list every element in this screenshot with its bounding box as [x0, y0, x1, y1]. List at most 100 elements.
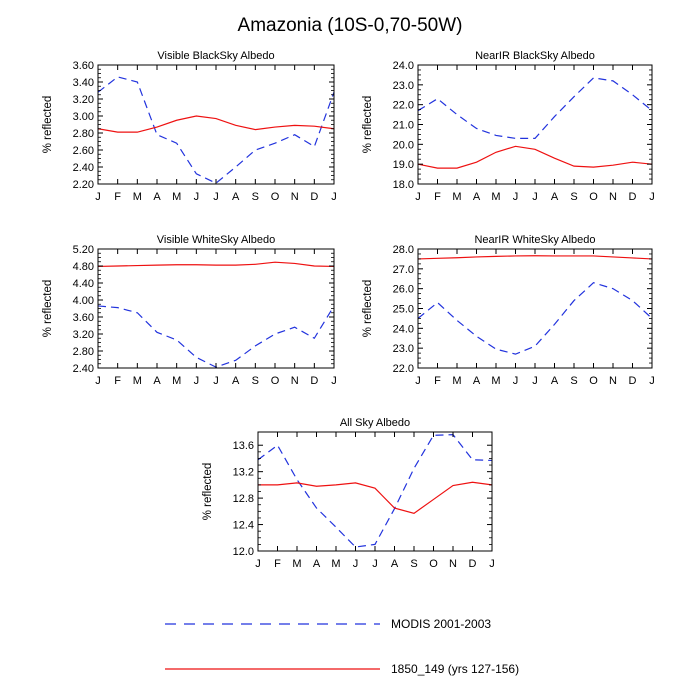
x-tick-label: J [255, 558, 261, 570]
y-tick-label: 21.0 [393, 120, 414, 132]
x-tick-label: M [452, 191, 461, 203]
x-tick-label: M [491, 191, 500, 203]
x-tick-label: A [391, 558, 399, 570]
series-line-model [418, 255, 652, 260]
x-tick-label: J [532, 191, 538, 203]
x-tick-label: S [252, 375, 259, 387]
x-tick-label: J [353, 558, 359, 570]
series-line-model [98, 115, 334, 133]
x-tick-label: N [449, 558, 457, 570]
x-tick-label: D [629, 375, 637, 387]
y-tick-label: 13.6 [233, 440, 254, 452]
y-tick-label: 2.40 [73, 162, 94, 174]
x-tick-label: J [649, 191, 655, 203]
y-tick-label: 20.0 [393, 139, 414, 151]
x-tick-label: J [489, 558, 495, 570]
plot-frame [257, 431, 493, 552]
x-tick-label: J [513, 375, 519, 387]
y-tick-label: 22.0 [393, 100, 414, 112]
x-tick-label: M [133, 375, 142, 387]
x-tick-label: J [194, 375, 200, 387]
plot-frame [417, 64, 653, 185]
y-tick-label: 3.60 [73, 60, 94, 72]
series-line-modis [418, 282, 652, 355]
x-tick-label: M [331, 558, 340, 570]
y-tick-label: 5.20 [73, 244, 94, 256]
y-tick-label: 18.0 [393, 179, 414, 191]
series-line-model [418, 145, 652, 169]
x-tick-label: F [114, 375, 121, 387]
series-line-model [98, 261, 334, 268]
series-line-modis [98, 305, 334, 368]
x-tick-label: D [629, 191, 637, 203]
x-tick-label: S [570, 191, 577, 203]
x-tick-label: D [310, 375, 318, 387]
x-tick-label: J [415, 191, 421, 203]
y-tick-label: 2.80 [73, 346, 94, 358]
y-tick-label: 4.40 [73, 278, 94, 290]
y-tick-label: 26.0 [393, 284, 414, 296]
x-tick-label: S [410, 558, 417, 570]
legend-label: 1850_149 (yrs 127-156) [391, 662, 519, 676]
y-tick-label: 2.80 [73, 128, 94, 140]
x-tick-label: J [372, 558, 378, 570]
y-tick-label: 2.40 [73, 363, 94, 375]
x-tick-label: F [274, 558, 281, 570]
y-tick-label: 3.20 [73, 94, 94, 106]
y-axis-label: % reflected [42, 96, 54, 154]
x-tick-label: A [153, 191, 161, 203]
y-axis-label: % reflected [362, 96, 374, 154]
x-tick-label: J [649, 375, 655, 387]
x-tick-label: J [415, 375, 421, 387]
plot-frame [417, 248, 653, 369]
x-tick-label: S [570, 375, 577, 387]
x-tick-label: J [331, 191, 337, 203]
panel-title: Visible BlackSky Albedo [157, 50, 274, 62]
x-tick-label: J [331, 375, 337, 387]
x-tick-label: D [469, 558, 477, 570]
x-tick-label: N [291, 375, 299, 387]
x-tick-label: N [609, 191, 617, 203]
x-tick-label: N [609, 375, 617, 387]
y-tick-label: 3.00 [73, 111, 94, 123]
panel-title: NearIR BlackSky Albedo [475, 50, 595, 62]
y-tick-label: 2.20 [73, 179, 94, 191]
y-tick-label: 23.0 [393, 80, 414, 92]
x-tick-label: M [292, 558, 301, 570]
y-tick-label: 4.00 [73, 295, 94, 307]
legend-label: MODIS 2001-2003 [391, 617, 491, 631]
x-tick-label: A [473, 375, 481, 387]
y-tick-label: 3.60 [73, 312, 94, 324]
y-tick-label: 3.40 [73, 77, 94, 89]
x-tick-label: O [271, 191, 280, 203]
panel-title: Visible WhiteSky Albedo [157, 234, 275, 246]
y-tick-label: 3.20 [73, 329, 94, 341]
y-axis-label: % reflected [202, 463, 214, 521]
plot-frame [97, 64, 335, 185]
y-axis-label: % reflected [362, 280, 374, 338]
x-tick-label: J [532, 375, 538, 387]
panel-title: All Sky Albedo [340, 417, 410, 429]
x-tick-label: M [133, 191, 142, 203]
x-tick-label: N [291, 191, 299, 203]
x-tick-label: M [172, 191, 181, 203]
series-line-modis [258, 434, 492, 548]
x-tick-label: O [271, 375, 280, 387]
y-tick-label: 25.0 [393, 304, 414, 316]
figure-title: Amazonia (10S-0,70-50W) [238, 15, 463, 36]
panel-title: NearIR WhiteSky Albedo [474, 234, 595, 246]
y-tick-label: 24.0 [393, 323, 414, 335]
x-tick-label: A [473, 191, 481, 203]
x-tick-label: M [452, 375, 461, 387]
x-tick-label: J [194, 191, 200, 203]
x-tick-label: A [551, 191, 559, 203]
y-tick-label: 28.0 [393, 244, 414, 256]
x-tick-label: J [95, 375, 101, 387]
y-tick-label: 19.0 [393, 159, 414, 171]
